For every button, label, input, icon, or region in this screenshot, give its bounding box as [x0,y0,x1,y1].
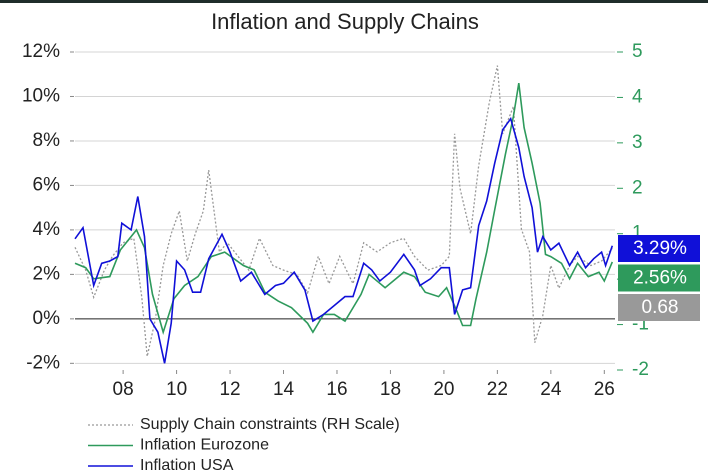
x-tick-label: 08 [113,379,134,400]
x-tick-label: 24 [540,379,562,400]
legend-label: Inflation USA [140,457,234,474]
end-value-box [618,294,700,321]
x-tick-label: 16 [326,379,347,400]
chart-title: Inflation and Supply Chains [211,9,479,34]
x-tick-label: 12 [219,379,240,400]
x-tick-label: 20 [433,379,454,400]
y-tick-label: 2% [33,263,61,284]
series-line [74,65,613,357]
x-tick-label: 14 [273,379,295,400]
series-line [74,116,614,364]
end-value-label: 2.56% [633,268,687,289]
end-value-label: 0.68 [642,297,679,318]
y2-tick-label: 2 [632,177,643,198]
end-value-label: 3.29% [633,238,687,259]
x-tick-label: 22 [487,379,508,400]
legend-label: Supply Chain constraints (RH Scale) [140,416,400,433]
y-tick-label: 6% [33,174,61,195]
y-tick-label: -2% [26,352,60,373]
x-tick-label: 26 [594,379,615,400]
top-rule [0,0,708,3]
y-tick-label: 10% [22,85,60,106]
y2-tick-label: 4 [632,86,643,107]
y2-tick-label: 3 [632,132,643,153]
y2-tick-label: 1 [632,223,643,244]
x-tick-label: 18 [380,379,401,400]
legend-label: Inflation Eurozone [140,437,269,454]
series-line [74,82,614,335]
y2-tick-label: -2 [632,359,649,380]
y-tick-label: 12% [22,41,60,62]
x-tick-label: 10 [166,379,187,400]
end-value-box [618,264,700,292]
y-tick-label: 4% [33,219,61,240]
end-value-box [618,235,700,262]
y-tick-label: 0% [33,308,61,329]
y-tick-label: 8% [33,130,61,151]
y2-tick-label: 5 [632,41,643,62]
